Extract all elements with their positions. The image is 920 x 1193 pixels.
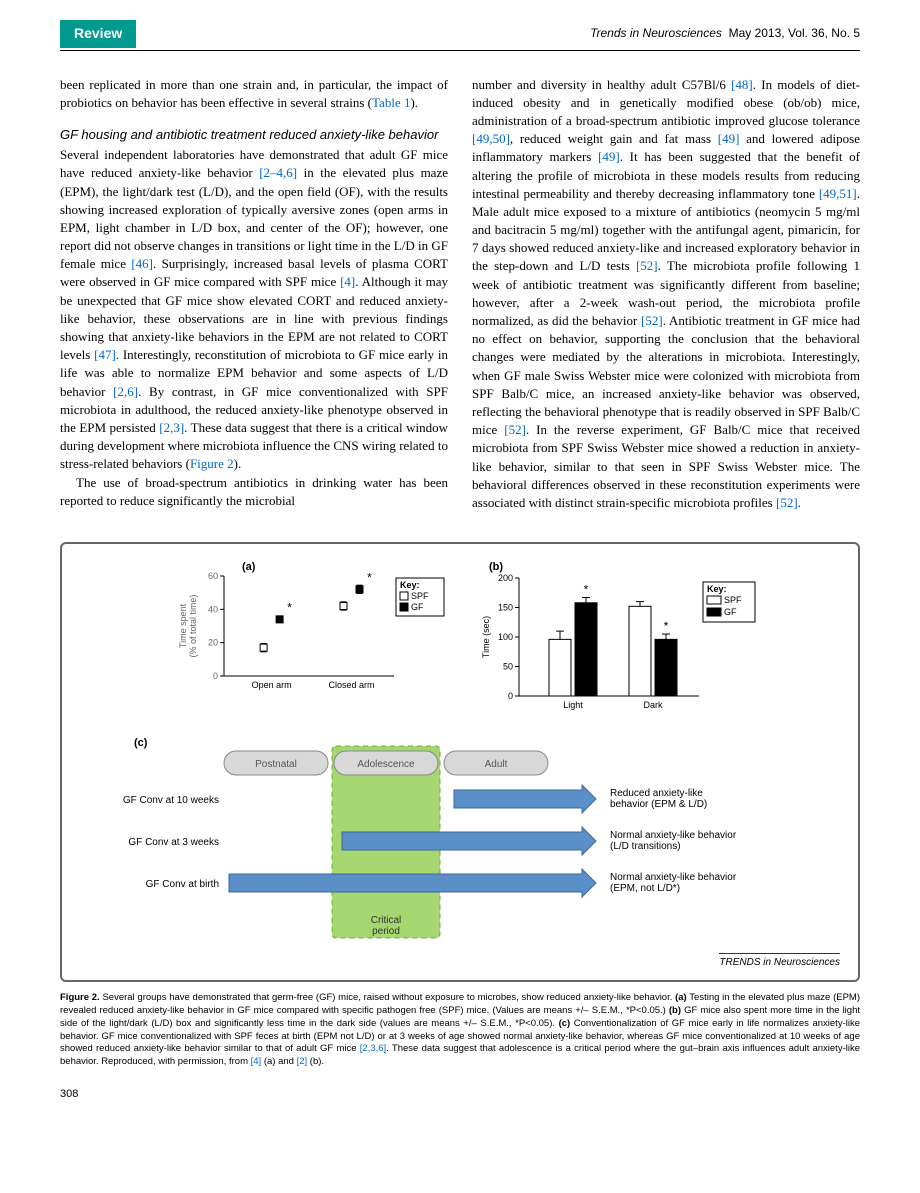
citation[interactable]: [52]	[641, 313, 663, 328]
svg-text:GF Conv at 10 weeks: GF Conv at 10 weeks	[123, 795, 219, 806]
svg-text:*: *	[287, 600, 292, 614]
page-header: Review Trends in Neurosciences May 2013,…	[60, 20, 860, 51]
svg-text:Postnatal: Postnatal	[255, 759, 297, 770]
svg-text:*: *	[584, 583, 589, 597]
svg-text:Reduced anxiety-likebehavior (: Reduced anxiety-likebehavior (EPM & L/D)	[610, 788, 707, 810]
svg-text:GF Conv at 3 weeks: GF Conv at 3 weeks	[128, 837, 219, 848]
svg-text:Open arm: Open arm	[252, 680, 292, 690]
svg-text:(a): (a)	[242, 561, 256, 573]
body-paragraph: The use of broad-spectrum antibiotics in…	[60, 474, 448, 510]
citation[interactable]: [49]	[718, 131, 740, 146]
body-paragraph: number and diversity in healthy adult C5…	[472, 76, 860, 513]
svg-text:GF: GF	[724, 607, 737, 617]
citation[interactable]: [46]	[131, 256, 153, 271]
citation[interactable]: [49,51]	[819, 186, 857, 201]
table-ref[interactable]: Table 1	[372, 95, 410, 110]
svg-text:SPF: SPF	[724, 595, 742, 605]
review-badge: Review	[60, 20, 136, 48]
citation[interactable]: [2,6]	[113, 384, 138, 399]
figure-ref[interactable]: Figure 2	[190, 456, 234, 471]
svg-text:50: 50	[503, 662, 513, 672]
intro-paragraph: been replicated in more than one strain …	[60, 76, 448, 112]
svg-text:Key:: Key:	[707, 584, 727, 594]
svg-text:GF Conv at birth: GF Conv at birth	[146, 879, 219, 890]
svg-text:200: 200	[498, 573, 513, 583]
svg-text:60: 60	[208, 571, 218, 581]
page-number: 308	[60, 1087, 860, 1102]
citation[interactable]: [47]	[94, 347, 116, 362]
svg-text:*: *	[664, 619, 669, 633]
citation[interactable]: [2,3]	[159, 420, 184, 435]
figure-caption: Figure 2. Several groups have demonstrat…	[60, 992, 860, 1069]
body-paragraph: Several independent laboratories have de…	[60, 146, 448, 473]
svg-text:Criticalperiod: Criticalperiod	[371, 915, 402, 937]
svg-text:0: 0	[508, 691, 513, 701]
citation[interactable]: [52]	[776, 495, 798, 510]
svg-text:Time (sec): Time (sec)	[481, 616, 491, 658]
svg-text:Dark: Dark	[643, 700, 663, 710]
svg-text:SPF: SPF	[411, 591, 429, 601]
svg-text:Light: Light	[563, 700, 583, 710]
citation[interactable]: [49]	[598, 149, 620, 164]
svg-text:Time spent(% of total time): Time spent(% of total time)	[178, 595, 198, 658]
svg-text:20: 20	[208, 638, 218, 648]
citation[interactable]: [2]	[297, 1056, 308, 1067]
caption-lead: Figure 2.	[60, 992, 100, 1003]
svg-text:40: 40	[208, 604, 218, 614]
citation[interactable]: [4]	[340, 274, 355, 289]
svg-text:Closed arm: Closed arm	[328, 680, 374, 690]
issue-info: May 2013, Vol. 36, No. 5	[729, 26, 860, 40]
svg-text:Adolescence: Adolescence	[357, 759, 415, 770]
citation[interactable]: [2,3,6]	[360, 1043, 386, 1054]
figure-2-panel: (a) 0 20 40 60 Time spent(% of total time) Ope…	[60, 542, 860, 982]
svg-text:(b): (b)	[489, 561, 503, 573]
citation[interactable]: [2–4,6]	[259, 165, 297, 180]
figure-2-svg: (a) 0 20 40 60 Time spent(% of total time) Ope…	[74, 556, 844, 966]
svg-text:*: *	[367, 570, 372, 584]
citation[interactable]: [52]	[636, 258, 658, 273]
svg-text:GF: GF	[411, 602, 424, 612]
left-column: been replicated in more than one strain …	[60, 76, 448, 513]
citation[interactable]: [48]	[731, 77, 753, 92]
figure-attribution: TRENDS in Neurosciences	[719, 953, 840, 970]
svg-text:Key:: Key:	[400, 580, 420, 590]
journal-name: Trends in Neurosciences	[590, 26, 722, 40]
svg-text:150: 150	[498, 603, 513, 613]
citation[interactable]: [52]	[504, 422, 526, 437]
journal-info: Trends in Neurosciences May 2013, Vol. 3…	[590, 25, 860, 42]
svg-text:(c): (c)	[134, 737, 148, 749]
citation[interactable]: [4]	[251, 1056, 262, 1067]
svg-text:Adult: Adult	[485, 759, 508, 770]
svg-text:100: 100	[498, 632, 513, 642]
svg-text:Normal anxiety-like behavior(E: Normal anxiety-like behavior(EPM, not L/…	[610, 872, 737, 894]
svg-text:Normal anxiety-like behavior(L: Normal anxiety-like behavior(L/D transit…	[610, 830, 737, 852]
svg-text:0: 0	[213, 671, 218, 681]
right-column: number and diversity in healthy adult C5…	[472, 76, 860, 513]
section-heading: GF housing and antibiotic treatment redu…	[60, 126, 448, 144]
body-columns: been replicated in more than one strain …	[60, 76, 860, 513]
citation[interactable]: [49,50]	[472, 131, 510, 146]
